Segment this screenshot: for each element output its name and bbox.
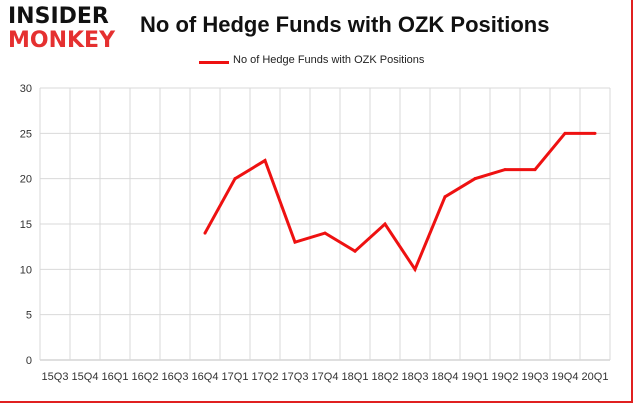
data-point (533, 168, 537, 172)
y-tick-label: 30 (20, 83, 32, 95)
y-tick-label: 0 (26, 355, 32, 367)
logo-line-1: INSIDER (8, 4, 109, 29)
y-tick-label: 5 (26, 310, 32, 322)
x-tick-label: 19Q1 (462, 371, 489, 383)
x-tick-label: 17Q1 (222, 371, 249, 383)
x-tick-label: 17Q2 (252, 371, 279, 383)
x-tick-label: 19Q3 (522, 371, 549, 383)
x-tick-label: 16Q3 (162, 371, 189, 383)
x-tick-label: 20Q1 (582, 371, 609, 383)
data-point (353, 249, 357, 253)
y-tick-label: 10 (20, 264, 32, 276)
x-tick-label: 19Q4 (552, 371, 579, 383)
x-tick-label: 16Q4 (192, 371, 219, 383)
data-point (323, 231, 327, 235)
data-point (503, 168, 507, 172)
data-point (263, 159, 267, 163)
insider-monkey-logo: INSIDER MONKEY (8, 4, 120, 56)
data-point (473, 177, 477, 181)
legend-label: No of Hedge Funds with OZK Positions (233, 54, 425, 66)
x-tick-label: 18Q1 (342, 371, 369, 383)
data-point (593, 131, 597, 135)
data-point (443, 195, 447, 199)
x-tick-label: 17Q4 (312, 371, 339, 383)
data-point (293, 240, 297, 244)
logo-line-2: MONKEY (8, 28, 116, 53)
data-point (233, 177, 237, 181)
y-tick-label: 15 (20, 219, 32, 231)
data-point (203, 231, 207, 235)
x-tick-label: 18Q2 (372, 371, 399, 383)
series-line (203, 131, 595, 273)
x-tick-label: 16Q2 (132, 371, 159, 383)
x-tick-label: 19Q2 (492, 371, 519, 383)
x-tick-label: 16Q1 (102, 371, 129, 383)
x-tick-label: 18Q3 (402, 371, 429, 383)
y-tick-label: 20 (20, 174, 32, 186)
x-tick-label: 18Q4 (432, 371, 459, 383)
data-point (383, 222, 387, 226)
legend-swatch (199, 61, 229, 64)
data-point (413, 267, 417, 271)
x-tick-label: 17Q3 (282, 371, 309, 383)
chart-title: No of Hedge Funds with OZK Positions (140, 12, 550, 37)
data-point (563, 131, 567, 135)
y-tick-label: 25 (20, 128, 32, 140)
x-tick-label: 15Q3 (42, 371, 69, 383)
x-tick-label: 15Q4 (72, 371, 99, 383)
